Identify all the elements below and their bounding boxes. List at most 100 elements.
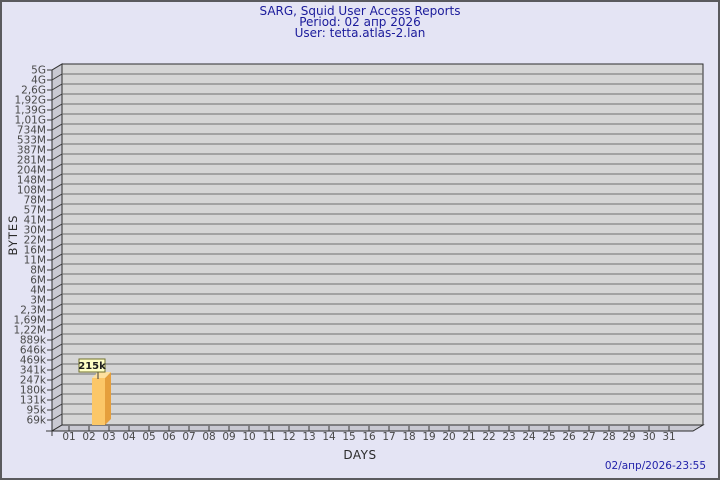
x-axis-title: DAYS (343, 448, 377, 462)
y-tick-hatch (51, 73, 63, 81)
y-tick-label: 2,3M (20, 305, 46, 317)
y-tick-hatch (51, 383, 63, 391)
y-tick-hatch (51, 293, 63, 301)
y-tick-hatch (51, 253, 63, 261)
y-tick-label: 533M (17, 135, 46, 147)
x-tick-label: 03 (102, 431, 115, 443)
x-tick-label: 04 (122, 431, 136, 443)
y-tick-hatch (51, 363, 63, 371)
y-tick-hatch (51, 213, 63, 221)
y-tick-label: 95k (27, 405, 47, 417)
y-tick-label: 734M (17, 125, 46, 137)
x-tick-label: 06 (162, 431, 176, 443)
y-tick-hatch (51, 143, 63, 151)
y-tick-hatch (51, 93, 63, 101)
y-tick-hatch (51, 153, 63, 161)
y-tick-label: 387M (17, 145, 46, 157)
y-tick-hatch (51, 393, 63, 401)
generated-timestamp: 02/апр/2026-23:55 (604, 460, 706, 472)
x-tick-label: 12 (282, 431, 295, 443)
y-tick-hatch (51, 193, 63, 201)
x-tick-label: 31 (662, 431, 675, 443)
x-tick-label: 16 (362, 431, 376, 443)
y-tick-hatch (51, 113, 63, 121)
x-tick-label: 05 (142, 431, 155, 443)
report-period: Period: 02 апр 2026 (299, 15, 421, 29)
report-header: SARG, Squid User Access Reports Period: … (2, 5, 718, 40)
y-tick-label: 1,92G (14, 95, 46, 107)
y-tick-label: 1,39G (14, 105, 46, 117)
y-tick-label: 69k (27, 415, 47, 427)
y-tick-hatch (51, 283, 63, 291)
x-tick-label: 13 (302, 431, 315, 443)
y-tick-label: 30M (24, 225, 46, 237)
x-tick-label: 19 (422, 431, 435, 443)
x-tick-label: 20 (442, 431, 455, 443)
y-tick-label: 5G (31, 65, 46, 77)
y-tick-label: 16M (24, 245, 46, 257)
y-tick-label: 180k (20, 385, 47, 397)
y-tick-hatch (51, 243, 63, 251)
y-tick-hatch (51, 123, 63, 131)
y-tick-hatch (51, 323, 63, 331)
report-user: User: tetta.atlas-2.lan (294, 26, 426, 40)
y-tick-hatch (51, 313, 63, 321)
y-tick-hatch (51, 343, 63, 351)
y-tick-label: 4G (31, 75, 46, 87)
y-tick-label: 341k (20, 365, 47, 377)
y-tick-hatch (51, 403, 63, 411)
y-tick-hatch (51, 173, 63, 181)
bar-top-face (92, 372, 111, 378)
y-tick-label: 22M (24, 235, 46, 247)
bar-annotation-label: 215k (78, 361, 106, 372)
y-tick-label: 3M (30, 295, 46, 307)
x-tick-label: 29 (622, 431, 635, 443)
x-tick-label: 15 (342, 431, 355, 443)
x-tick-label: 17 (382, 431, 395, 443)
y-tick-label: 1,01G (14, 115, 46, 127)
y-tick-hatch (51, 273, 63, 281)
x-tick-label: 18 (402, 431, 415, 443)
y-tick-label: 204M (17, 165, 46, 177)
y-tick-hatch (51, 203, 63, 211)
y-tick-label: 281M (17, 155, 46, 167)
y-tick-hatch (51, 133, 63, 141)
y-tick-label: 1,22M (14, 325, 46, 337)
x-tick-label: 08 (202, 431, 215, 443)
x-tick-label: 10 (242, 431, 255, 443)
bar-side-face (105, 372, 111, 425)
y-tick-label: 1,69M (14, 315, 46, 327)
x-tick-label: 22 (482, 431, 495, 443)
x-tick-label: 11 (262, 431, 275, 443)
y-tick-hatch (51, 103, 63, 111)
x-tick-label: 28 (602, 431, 615, 443)
y-tick-hatch (51, 83, 63, 91)
x-tick-label: 30 (642, 431, 655, 443)
y-tick-hatch (51, 303, 63, 311)
y-tick-hatch (51, 223, 63, 231)
y-tick-label: 11M (24, 255, 46, 267)
x-tick-label: 01 (62, 431, 75, 443)
y-tick-label: 131k (20, 395, 47, 407)
y-tick-label: 148M (17, 175, 46, 187)
y-tick-label: 6M (30, 275, 46, 287)
x-tick-label: 07 (182, 431, 195, 443)
y-tick-label: 41M (24, 215, 46, 227)
y-tick-label: 2,6G (21, 85, 46, 97)
y-tick-label: 4M (30, 285, 46, 297)
y-tick-hatch (51, 373, 63, 381)
x-tick-label: 02 (82, 431, 95, 443)
x-tick-label: 23 (502, 431, 515, 443)
x-tick-label: 09 (222, 431, 235, 443)
y-tick-hatch (51, 183, 63, 191)
x-tick-label: 25 (542, 431, 555, 443)
y-tick-hatch (51, 163, 63, 171)
x-tick-label: 21 (462, 431, 475, 443)
y-tick-hatch (51, 353, 63, 361)
y-tick-label: 57M (24, 205, 46, 217)
y-tick-label: 108M (17, 185, 46, 197)
y-tick-label: 469k (20, 355, 47, 367)
y-tick-label: 78M (24, 195, 46, 207)
